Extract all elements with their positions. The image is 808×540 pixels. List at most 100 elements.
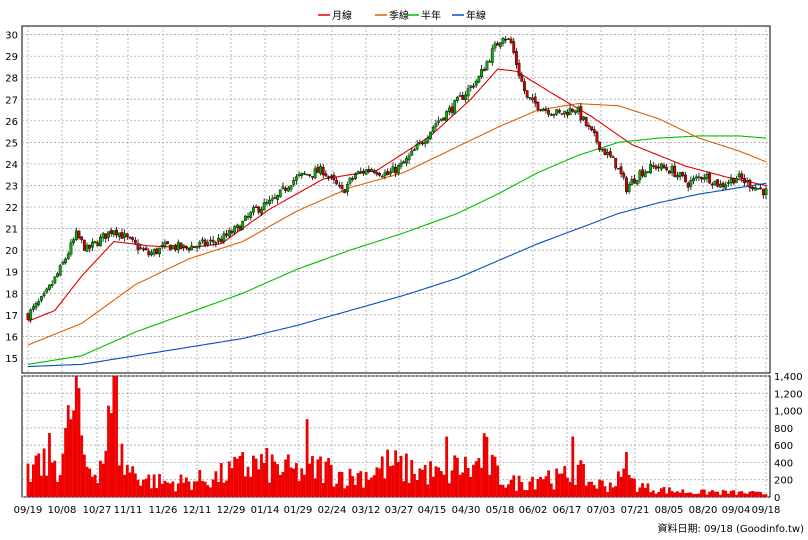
candle-up — [670, 166, 674, 173]
volume-bar — [649, 492, 653, 497]
volume-bar — [584, 485, 588, 497]
volume-bar — [641, 483, 644, 497]
candle-up — [600, 148, 604, 151]
volume-tick-label: 200 — [774, 476, 793, 487]
volume-bar — [576, 464, 580, 497]
candle-up — [531, 97, 534, 100]
volume-bar — [136, 479, 140, 497]
moving-average-lines — [27, 68, 767, 368]
date-tick-label: 09/18 — [752, 505, 781, 516]
candle-down — [109, 229, 113, 234]
volume-bar — [281, 471, 285, 497]
volume-bar — [378, 468, 381, 497]
candle-up — [217, 237, 220, 242]
volume-bar — [654, 493, 658, 497]
volume-bar — [520, 482, 524, 497]
candle-up — [426, 137, 430, 143]
candle-up — [407, 155, 411, 161]
volume-bar — [324, 461, 328, 497]
candle-down — [603, 148, 607, 156]
volume-bar — [45, 475, 49, 497]
candle-down — [633, 178, 636, 184]
volume-bar — [684, 493, 687, 497]
candle-up — [646, 171, 650, 173]
volume-bar — [450, 470, 454, 497]
volume-bar — [370, 477, 373, 497]
candle-up — [246, 216, 250, 218]
candle-down — [254, 206, 258, 209]
volume-bar — [571, 436, 575, 497]
candle-up — [453, 100, 457, 115]
candle-down — [673, 165, 677, 177]
candle-down — [496, 43, 500, 46]
volume-bar — [104, 450, 108, 497]
volume-bar — [509, 479, 513, 497]
date-tick-label: 01/14 — [251, 505, 280, 516]
volume-bar — [77, 388, 81, 497]
volume-bar — [547, 470, 551, 497]
candle-up — [702, 177, 706, 180]
candle-up — [439, 118, 443, 121]
candle-up — [313, 168, 317, 179]
candle-up — [190, 245, 194, 251]
volume-bar — [179, 474, 183, 497]
volume-bar — [445, 436, 449, 497]
candle-up — [477, 75, 481, 83]
candle-down — [708, 173, 712, 184]
candle-down — [211, 239, 215, 243]
volume-bar — [345, 485, 349, 497]
volume-bar — [246, 466, 250, 497]
volume-bar — [735, 494, 738, 497]
volume-bar — [217, 481, 220, 497]
candle-up — [56, 273, 59, 277]
price-tick-label: 19 — [5, 268, 18, 279]
candle-down — [402, 161, 406, 164]
volume-bar — [418, 468, 422, 497]
candle-up — [735, 178, 738, 183]
volume-bar — [651, 490, 655, 497]
candle-down — [622, 172, 626, 178]
volume-bar — [700, 489, 703, 497]
volume-bar — [243, 476, 247, 497]
volume-bar — [367, 479, 371, 497]
volume-bar — [662, 487, 666, 497]
volume-bar — [461, 472, 465, 497]
volume-bar — [549, 483, 553, 497]
candle-up — [649, 163, 653, 174]
price-tick-label: 23 — [5, 181, 18, 192]
candle-up — [447, 107, 451, 113]
volume-bar — [313, 478, 317, 497]
volume-bar — [515, 490, 518, 497]
candle-up — [635, 180, 639, 185]
candle-up — [69, 242, 73, 255]
candlesticks — [26, 36, 768, 323]
candle-down — [80, 236, 84, 240]
date-tick-label: 10/27 — [83, 505, 112, 516]
candle-up — [576, 107, 580, 113]
volume-bar — [611, 487, 615, 497]
candle-up — [252, 207, 255, 213]
candle-down — [472, 85, 475, 88]
volume-bar — [174, 491, 177, 497]
volume-bar — [168, 483, 172, 497]
volume-bar — [579, 460, 583, 497]
volume-bar — [399, 455, 403, 497]
price-tick-label: 25 — [5, 138, 18, 149]
volume-tick-label: 0 — [774, 493, 780, 504]
volume-bar — [155, 488, 159, 497]
volume-bar — [504, 487, 508, 497]
volume-bar — [34, 455, 38, 497]
price-tick-label: 30 — [5, 31, 18, 42]
candle-up — [415, 144, 419, 150]
candle-down — [367, 169, 371, 172]
volume-bar — [501, 484, 505, 497]
candle-up — [214, 241, 218, 244]
date-tick-label: 06/17 — [553, 505, 582, 516]
volume-bar — [402, 481, 406, 497]
date-tick-label: 03/27 — [385, 505, 414, 516]
candle-down — [614, 158, 618, 169]
volume-bar — [150, 488, 153, 497]
candle-up — [445, 111, 449, 122]
candle-down — [335, 180, 339, 185]
candle-up — [418, 141, 422, 144]
